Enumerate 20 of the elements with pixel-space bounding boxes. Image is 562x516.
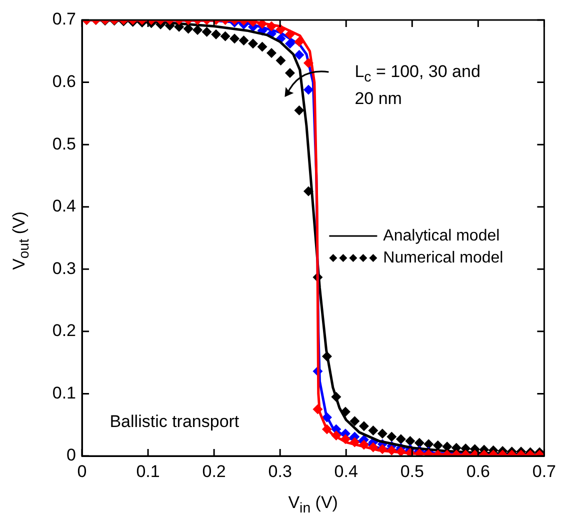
y-tick-label: 0.7	[52, 10, 76, 29]
x-tick-label: 0.2	[202, 462, 226, 481]
x-tick-label: 0.3	[268, 462, 292, 481]
y-tick-label: 0.3	[52, 258, 76, 278]
x-tick-label: 0.4	[334, 462, 358, 481]
x-tick-label: 0.5	[400, 462, 424, 481]
y-tick-label: 0	[66, 446, 76, 465]
x-tick-label: 0.6	[466, 462, 490, 481]
legend-label: Numerical model	[383, 249, 504, 266]
x-tick-label: 0.7	[532, 462, 556, 481]
legend-label: Analytical model	[383, 227, 500, 244]
y-tick-label: 0.6	[52, 72, 76, 91]
y-tick-label: 0.4	[52, 196, 76, 216]
annotation: L$_{c}$ = 100, 30 and 20 nm	[354, 60, 482, 110]
x-tick-label: 0.1	[136, 462, 160, 481]
x-axis-title: V$_{in}$ (V)	[287, 492, 339, 516]
annotation: Ballistic transport	[110, 410, 240, 433]
y-tick-label: 0.1	[52, 383, 76, 402]
y-tick-label: 0.2	[52, 321, 76, 340]
y-tick-label: 0.5	[52, 134, 76, 154]
